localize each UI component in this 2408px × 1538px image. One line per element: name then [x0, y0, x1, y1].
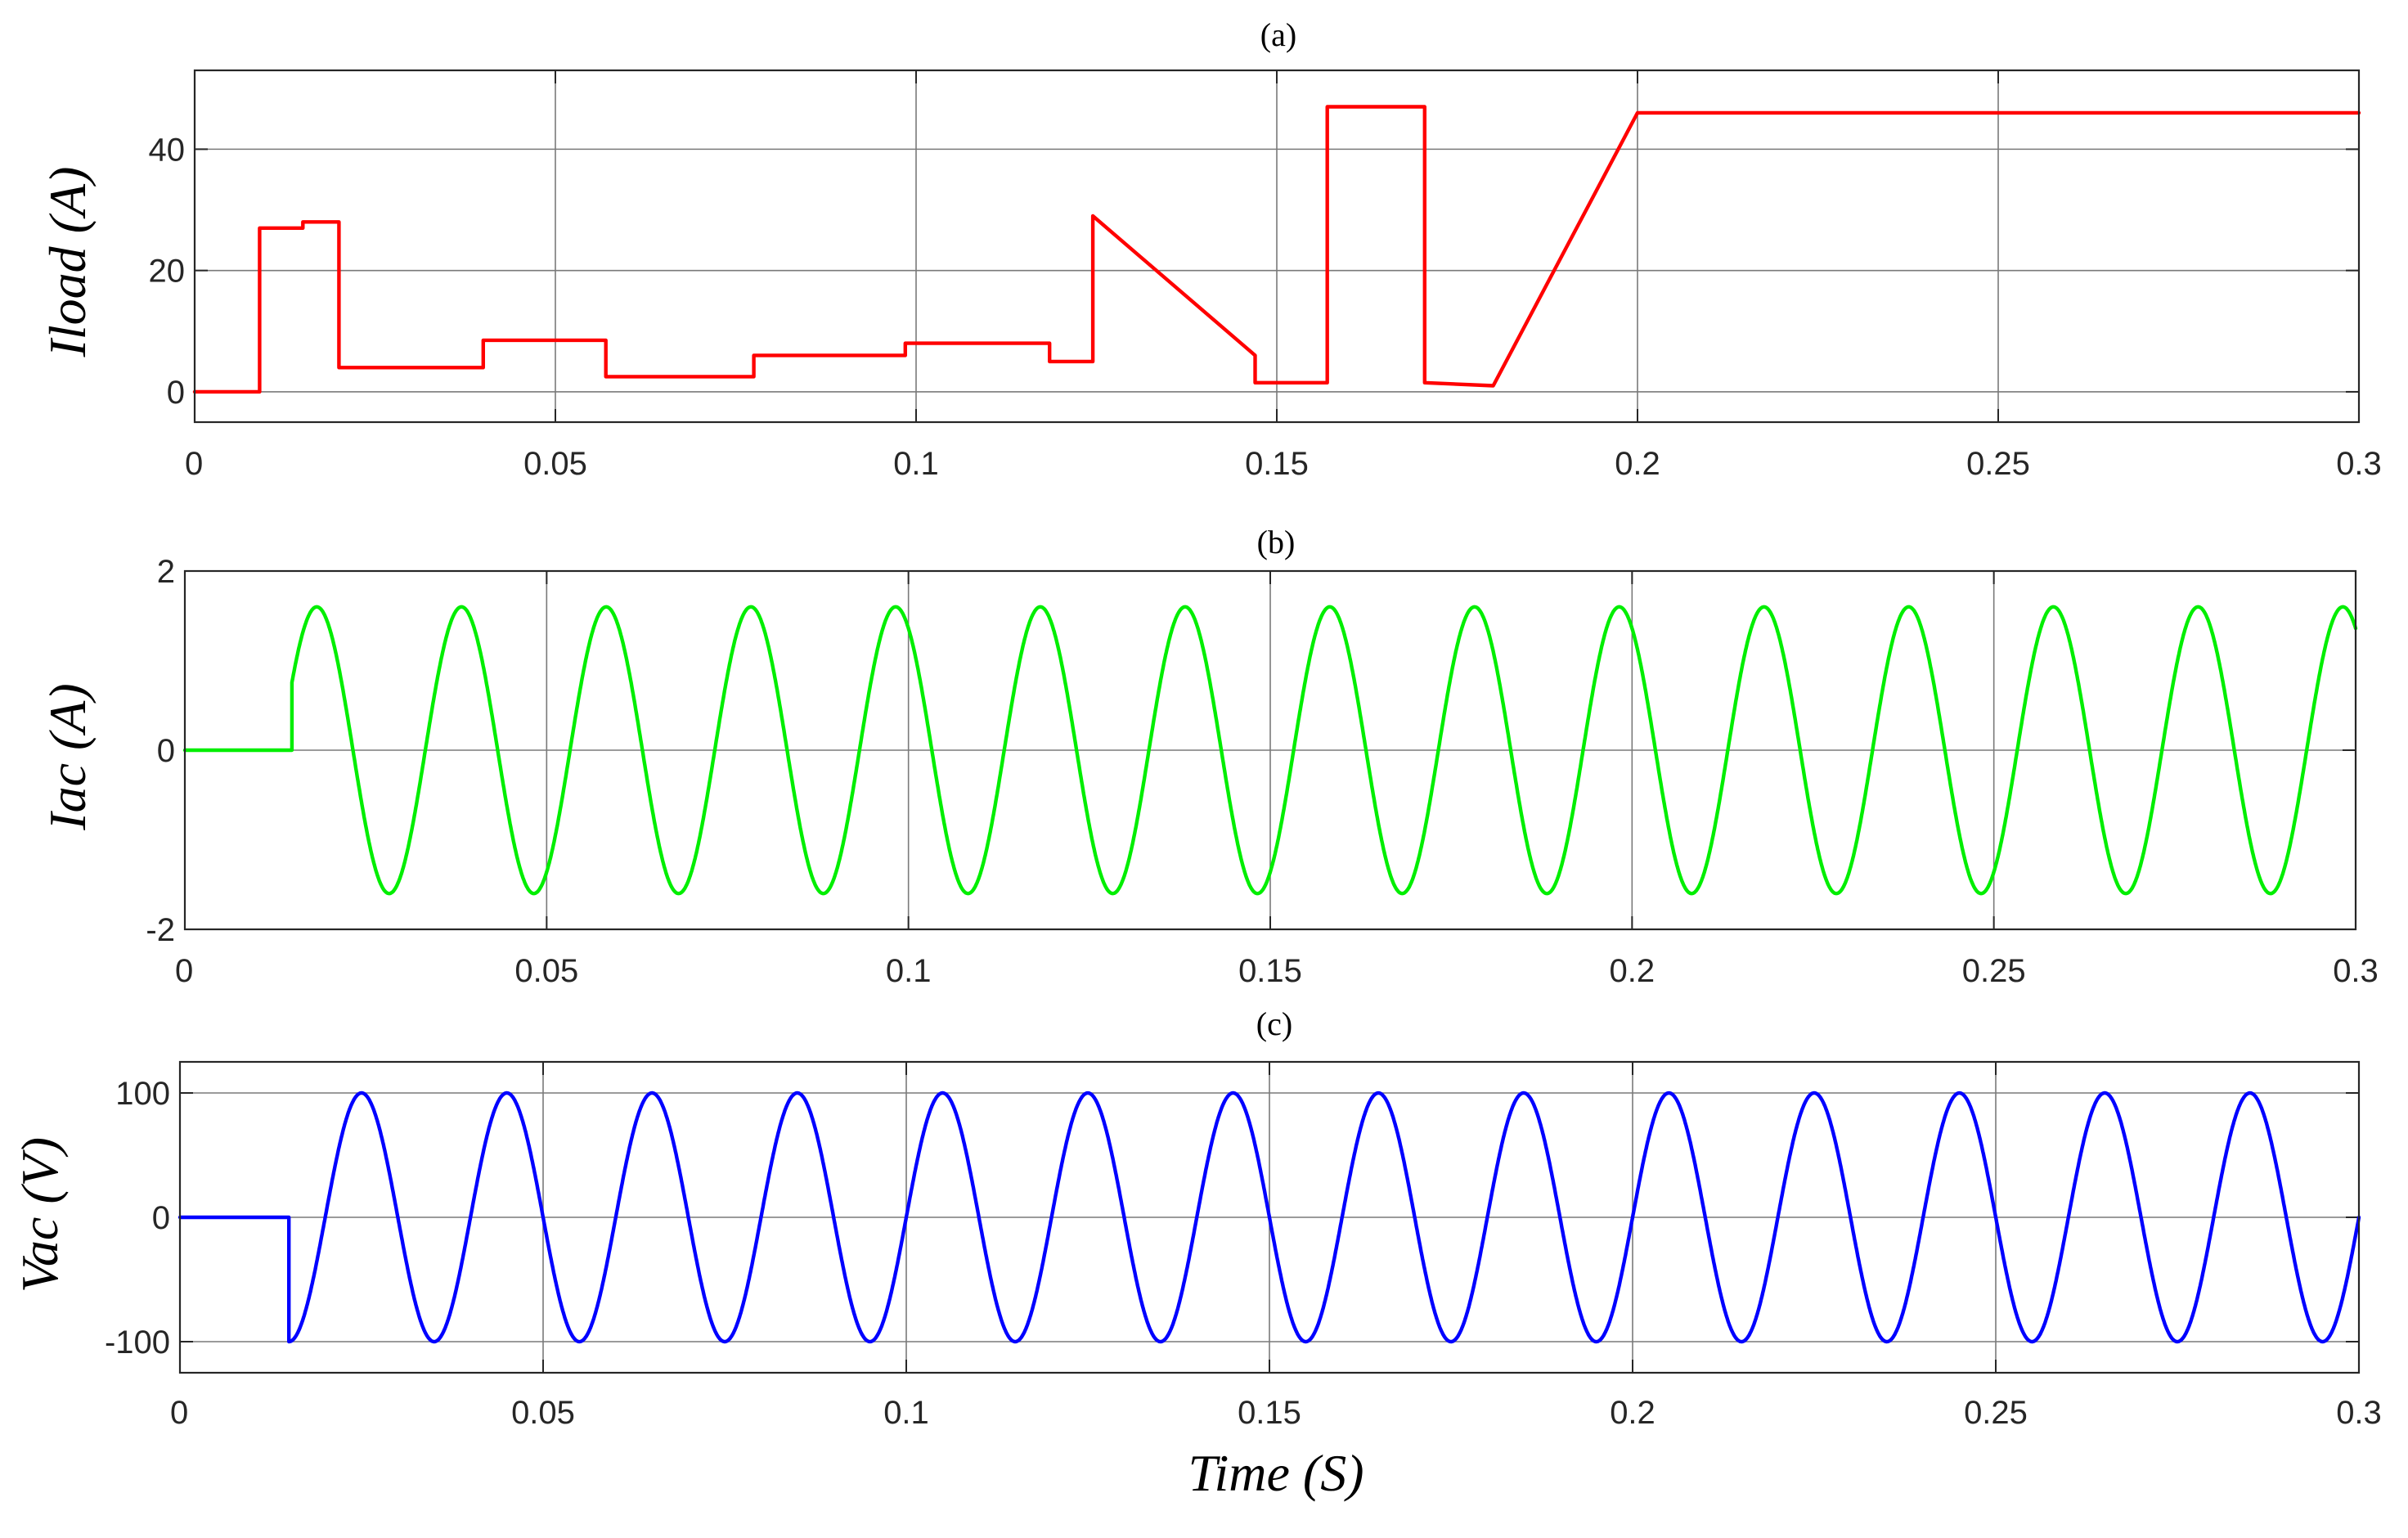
panel-b-x-tick-labels: 0 0.05 0.1 0.15 0.2 0.25 0.3 [175, 953, 2379, 989]
panel-b-ac-current: (b) 0 0.05 0.1 0.15 0.2 0.25 0.3 -202 Iac (A) [38, 524, 2379, 989]
panel-a-grid [194, 70, 2360, 422]
x-tick-label: 0.15 [1245, 446, 1309, 482]
panel-a-y-axis-label: Iload (A) [38, 167, 97, 358]
panel-c-y-axis-label: Vac (V) [11, 1137, 69, 1293]
x-tick-label: 0.1 [893, 446, 939, 482]
x-tick-label: 0.2 [1615, 446, 1660, 482]
y-tick-label: -2 [146, 912, 175, 948]
x-tick-label: 0.3 [2336, 1395, 2382, 1431]
y-tick-label: 0 [157, 733, 175, 769]
y-tick-label: 2 [157, 554, 175, 590]
x-tick-label: 0.3 [2336, 446, 2382, 482]
panel-a-frame [193, 69, 2361, 424]
panel-b-frame [183, 569, 2357, 931]
y-tick-label: 0 [152, 1200, 170, 1236]
panel-a-x-tick-labels: 0 0.05 0.1 0.15 0.2 0.25 0.3 [185, 446, 2382, 482]
panel-b-y-tick-labels: -2 0 2 [146, 554, 175, 948]
x-tick-label: 0 [170, 1395, 188, 1431]
x-tick-label: 0.15 [1238, 1395, 1301, 1431]
y-tick-label: 100 [115, 1076, 170, 1112]
x-tick-label: 0.2 [1610, 953, 1656, 989]
x-tick-label: 0.25 [1962, 953, 2026, 989]
panel-a-title: (a) [1260, 16, 1296, 53]
x-tick-label: 0.05 [523, 446, 587, 482]
y-tick-label: 0 [167, 375, 185, 411]
y-tick-label: 20 [149, 254, 186, 290]
x-tick-label: 0.2 [1610, 1395, 1656, 1431]
panel-b-title: (b) [1257, 524, 1296, 560]
panel-a-iload-line [192, 105, 2361, 394]
x-tick-label: 0.15 [1238, 953, 1302, 989]
panel-c-vac-line [177, 1091, 2361, 1344]
panel-b-y-axis-label: Iac (A) [38, 683, 97, 830]
x-tick-label: 0 [185, 446, 203, 482]
y-tick-label: -100 [105, 1324, 170, 1360]
x-tick-label: 0.05 [514, 953, 578, 989]
x-tick-label: 0.3 [2333, 953, 2379, 989]
panel-c-x-axis-label: Time (S) [1188, 1444, 1363, 1502]
x-tick-label: 0.1 [886, 953, 932, 989]
x-tick-label: 0.05 [511, 1395, 575, 1431]
panel-c-y-tick-labels: -100 0 100 [105, 1076, 170, 1360]
panel-c-x-tick-labels: 0 0.05 0.1 0.15 0.2 0.25 0.3 [170, 1395, 2382, 1431]
x-tick-label: 0 [175, 953, 193, 989]
x-tick-label: 0.25 [1964, 1395, 2028, 1431]
panel-a-load-current: (a) 0 0.05 0.1 0.15 0.2 0.25 0.3 0 20 40 Iload (… [38, 16, 2382, 482]
y-tick-label: 40 [149, 132, 186, 168]
panel-a-y-tick-labels: 0 20 40 [149, 132, 186, 411]
x-tick-label: 0.25 [1966, 446, 2030, 482]
panel-c-title: (c) [1256, 1005, 1292, 1042]
panel-c-frame [178, 1060, 2361, 1374]
x-tick-label: 0.1 [883, 1395, 929, 1431]
panel-b-iac-line [182, 605, 2358, 896]
